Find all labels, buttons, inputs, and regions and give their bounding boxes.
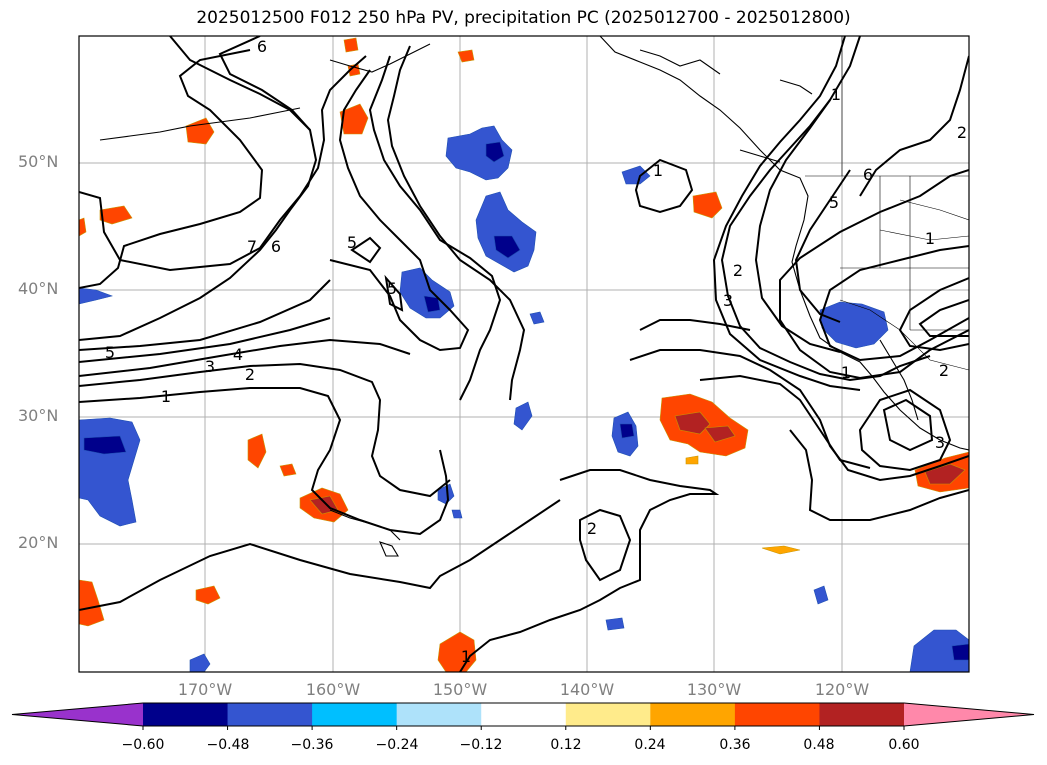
contour-label: 6 [257,37,267,56]
lon-label: 150°W [432,680,488,699]
lon-label: 120°W [814,680,870,699]
map-frame [78,35,970,673]
contour-label: 2 [939,361,949,380]
colorbar-segment [650,703,736,726]
contour-label: 1 [925,229,935,248]
precip-negative-areas [79,125,969,672]
colorbar-segment [565,703,651,726]
colorbar-tick-label: 0.60 [888,737,920,753]
colorbar-segment [819,703,905,726]
lon-label: 130°W [686,680,742,699]
contour-label: 2 [733,261,743,280]
lat-label: 20°N [18,533,59,552]
contour-label: 3 [205,357,215,376]
contour-label: 1 [831,85,841,104]
political-borders [805,36,969,371]
colorbar-segment [143,703,229,726]
colorbar-tick-label: −0.24 [375,737,419,753]
lon-label: 170°W [177,680,233,699]
colorbar-tick-label: 0.48 [803,737,835,753]
contour-label: 1 [841,363,851,382]
contour-label: 1 [161,387,171,406]
colorbar-segment [396,703,482,726]
colorbar [11,702,1035,730]
contour-label: 1 [461,647,471,666]
lat-label: 30°N [18,406,59,425]
contour-labels: 6 7 6 5 5 5 4 3 2 1 1 1 2 3 2 1 5 6 2 1 … [105,37,967,666]
contour-label: 6 [863,165,873,184]
colorbar-tick-label: 0.12 [550,737,582,753]
contour-label: 7 [247,237,257,256]
contour-label: 3 [935,433,945,452]
contour-label: 2 [245,365,255,384]
colorbar-tick-label: 0.36 [719,737,751,753]
colorbar-tick-label: −0.48 [206,737,250,753]
colorbar-extend-max [904,703,1034,726]
lon-label: 140°W [559,680,615,699]
contour-label: 5 [105,343,115,362]
colorbar-tick-label: −0.12 [459,737,503,753]
contour-label: 6 [271,237,281,256]
contour-label: 3 [723,291,733,310]
contour-label: 5 [347,233,357,252]
colorbar-segment [734,703,820,726]
contour-label: 2 [587,519,597,538]
colorbar-segment [481,703,567,726]
lon-label: 160°W [305,680,361,699]
colorbar-segment [227,703,313,726]
colorbar-tick-label: −0.36 [290,737,334,753]
contour-label: 5 [829,193,839,212]
pv-contours [79,36,969,672]
colorbar-extend-min [12,703,143,726]
contour-label: 4 [233,345,243,364]
colorbar-tick-label: 0.24 [634,737,666,753]
coastlines [99,36,969,557]
contour-label: 5 [387,279,397,298]
lat-label: 40°N [18,279,59,298]
map-title: 2025012500 F012 250 hPa PV, precipitatio… [196,8,851,28]
contour-label: 2 [957,123,967,142]
lat-label: 50°N [18,152,59,171]
colorbar-segment [312,703,398,726]
colorbar-tick-label: −0.60 [121,737,165,753]
contour-label: 1 [653,161,663,180]
